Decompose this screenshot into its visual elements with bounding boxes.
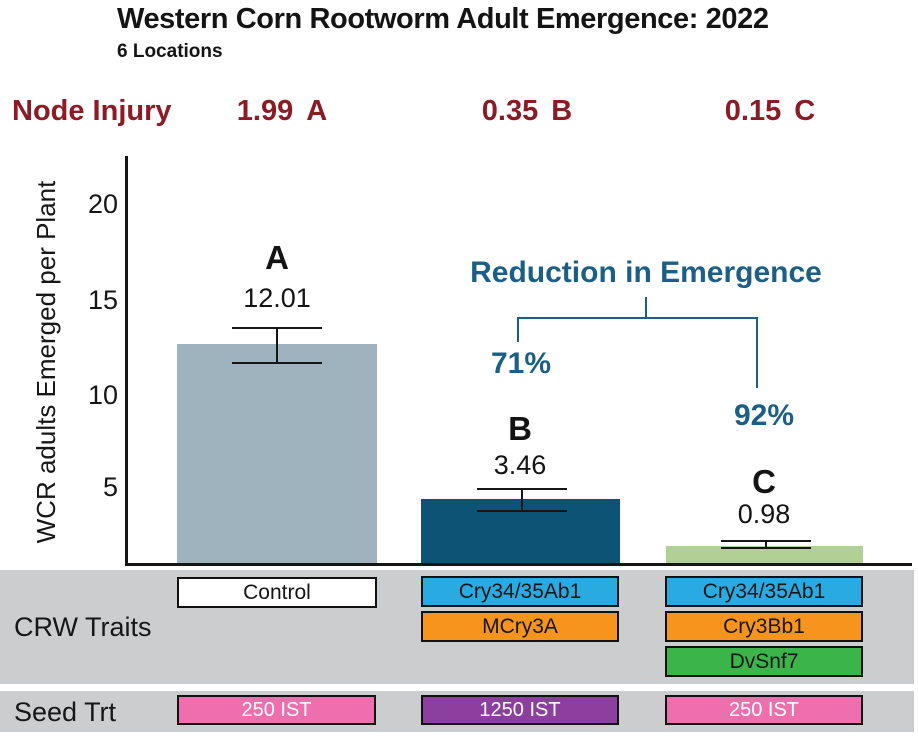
bracket-stem-line (645, 297, 647, 318)
seed-box-1250ist: 1250 IST (421, 695, 619, 725)
trait-box-label: Cry3Bb1 (723, 614, 805, 638)
trait-box-label: MCry3A (482, 614, 558, 638)
reduction-pct-c: 92% (733, 399, 795, 432)
trait-box-cry3435ab1-col3: Cry34/35Ab1 (665, 576, 863, 607)
x-axis-line (125, 563, 912, 566)
bracket-left-drop-line (517, 317, 519, 342)
seed-box-label: 1250 IST (479, 698, 561, 721)
node-injury-entry-3: 0.15 C (725, 95, 815, 128)
node-injury-letter-3: C (794, 95, 816, 127)
seed-box-250ist-col1: 250 IST (177, 695, 376, 725)
trait-box-label: Cry34/35Ab1 (702, 579, 826, 603)
node-injury-entry-1: 1.99 A (237, 95, 327, 128)
bar-cry3435-mcry3a (421, 499, 620, 563)
trait-box-control: Control (177, 577, 377, 608)
error-bar-line (765, 540, 767, 549)
node-injury-letter-1: A (306, 95, 328, 127)
seed-box-label: 250 IST (728, 698, 800, 721)
error-bar-line (276, 327, 278, 364)
reduction-title: Reduction in Emergence (470, 256, 822, 289)
node-injury-entry-2: 0.35 B (482, 95, 572, 128)
node-injury-label: Node Injury (12, 95, 172, 127)
bar-control (177, 344, 377, 563)
bar-letter-a: A (265, 239, 289, 276)
bracket-horizontal-line (517, 317, 758, 319)
trait-box-cry3435ab1-col2: Cry34/35Ab1 (421, 576, 619, 607)
node-injury-value-3: 0.15 (724, 95, 782, 127)
trait-box-cry3bb1: Cry3Bb1 (665, 611, 863, 642)
bar-letter-c: C (752, 463, 776, 500)
y-axis-label: WCR adults Emerged per Plant (31, 180, 61, 544)
bar-value-a: 12.01 (243, 283, 311, 313)
bar-value-c: 0.98 (737, 499, 791, 529)
y-tick-20: 20 (87, 189, 118, 219)
trait-box-label: Control (243, 580, 311, 604)
y-tick-10: 10 (87, 380, 118, 410)
y-axis-line (125, 156, 128, 566)
page-subtitle: 6 Locations (117, 41, 223, 62)
bar-letter-b: B (508, 410, 532, 447)
seed-box-label: 250 IST (241, 698, 312, 721)
node-injury-value-2: 0.35 (481, 95, 539, 127)
trait-box-label: Cry34/35Ab1 (458, 579, 582, 603)
seed-box-250ist-col3: 250 IST (665, 695, 863, 725)
bracket-right-drop-line (756, 317, 758, 388)
bar-value-b: 3.46 (493, 450, 547, 480)
trait-box-label: DvSnf7 (729, 649, 799, 673)
trait-box-dvsnf7: DvSnf7 (665, 646, 863, 677)
page-title: Western Corn Rootworm Adult Emergence: 2… (117, 3, 769, 35)
crw-traits-row-label: CRW Traits (14, 612, 152, 642)
trait-box-mcry3a: MCry3A (421, 611, 619, 642)
node-injury-letter-2: B (551, 95, 573, 127)
y-tick-5: 5 (102, 472, 118, 502)
reduction-pct-b: 71% (490, 347, 552, 380)
y-tick-15: 15 (87, 285, 118, 315)
bar-cry3435-cry3bb1-dvsnf7 (666, 546, 863, 563)
error-bar-line (521, 488, 523, 512)
node-injury-value-1: 1.99 (236, 95, 294, 127)
seed-trt-row-label: Seed Trt (14, 697, 117, 727)
